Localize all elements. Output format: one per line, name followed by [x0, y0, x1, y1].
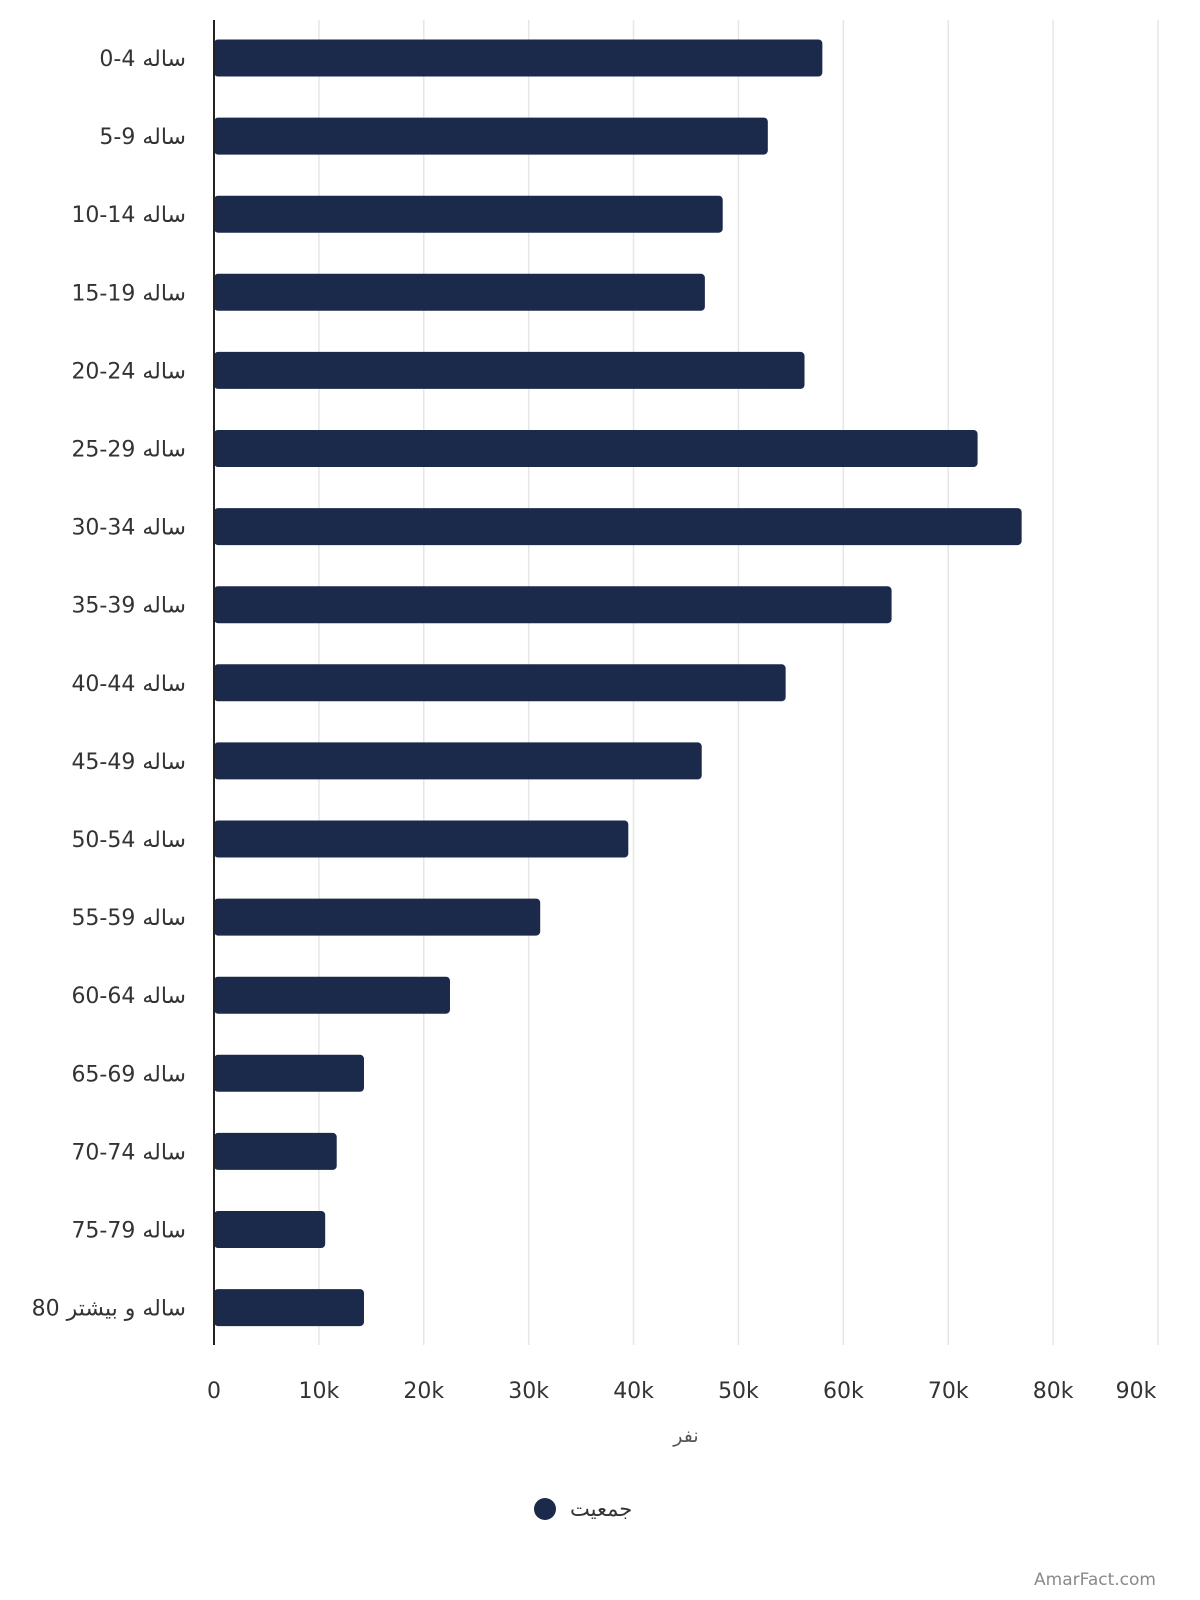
- category-label: 30-34 ساله: [71, 516, 186, 541]
- category-label: 15-19 ساله: [71, 281, 186, 306]
- category-label: 55-59 ساله: [71, 906, 186, 931]
- bar[interactable]: [214, 742, 702, 780]
- bar[interactable]: [214, 586, 892, 624]
- x-tick-label: 0: [207, 1379, 221, 1404]
- category-label: 40-44 ساله: [71, 672, 186, 697]
- category-label: 20-24 ساله: [71, 359, 186, 384]
- x-tick-label: 30k: [508, 1379, 549, 1404]
- x-tick-label: 60k: [823, 1379, 864, 1404]
- category-label: 50-54 ساله: [71, 828, 186, 853]
- x-tick-label: 70k: [928, 1379, 969, 1404]
- category-label: 45-49 ساله: [71, 750, 186, 775]
- category-label: 75-79 ساله: [71, 1219, 186, 1244]
- bar[interactable]: [214, 508, 1022, 546]
- category-label: 0-4 ساله: [99, 47, 186, 72]
- x-tick-label: 50k: [718, 1379, 759, 1404]
- bar[interactable]: [214, 351, 805, 389]
- category-label: 80 ساله و بیشتر: [32, 1297, 186, 1322]
- watermark: AmarFact.com: [1034, 1570, 1156, 1590]
- bar[interactable]: [214, 1289, 364, 1327]
- x-tick-label: 40k: [613, 1379, 654, 1404]
- bar[interactable]: [214, 1211, 326, 1248]
- legend[interactable]: جمعیت: [534, 1497, 632, 1521]
- x-tick-label: 10k: [299, 1379, 340, 1404]
- bar[interactable]: [214, 273, 705, 311]
- category-label: 25-29 ساله: [71, 438, 186, 463]
- bars: [214, 39, 1022, 1327]
- x-tick-label: 20k: [403, 1379, 444, 1404]
- category-label: 35-39 ساله: [71, 594, 186, 619]
- bar[interactable]: [214, 1132, 337, 1170]
- bar[interactable]: [214, 898, 541, 936]
- bar[interactable]: [214, 430, 978, 467]
- legend-label-population: جمعیت: [570, 1497, 632, 1521]
- legend-swatch: [534, 1498, 556, 1520]
- category-labels: 0-4 ساله 5-9 ساله 10-14 ساله 15-19 ساله 20-2…: [32, 47, 186, 1322]
- bar[interactable]: [214, 820, 629, 858]
- category-label: 70-74 ساله: [71, 1140, 186, 1165]
- bar[interactable]: [214, 1054, 364, 1092]
- bar[interactable]: [214, 664, 786, 702]
- x-axis-title: نفر: [672, 1425, 698, 1447]
- bar[interactable]: [214, 39, 823, 77]
- x-tick-label: 90k: [1116, 1379, 1157, 1404]
- x-tick-label: 80k: [1033, 1379, 1074, 1404]
- category-label: 65-69 ساله: [71, 1062, 186, 1087]
- bar[interactable]: [214, 117, 768, 155]
- bar[interactable]: [214, 195, 723, 233]
- category-label: 10-14 ساله: [71, 203, 186, 228]
- category-label: 60-64 ساله: [71, 984, 186, 1009]
- category-label: 5-9 ساله: [99, 125, 186, 150]
- bar[interactable]: [214, 976, 450, 1014]
- x-tick-labels: 0 10k 20k 30k 40k 50k 60k 70k 80k 90k: [207, 1379, 1157, 1404]
